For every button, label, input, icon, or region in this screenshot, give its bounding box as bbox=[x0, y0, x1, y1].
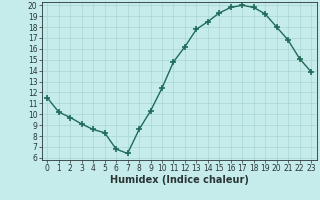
X-axis label: Humidex (Indice chaleur): Humidex (Indice chaleur) bbox=[110, 175, 249, 185]
